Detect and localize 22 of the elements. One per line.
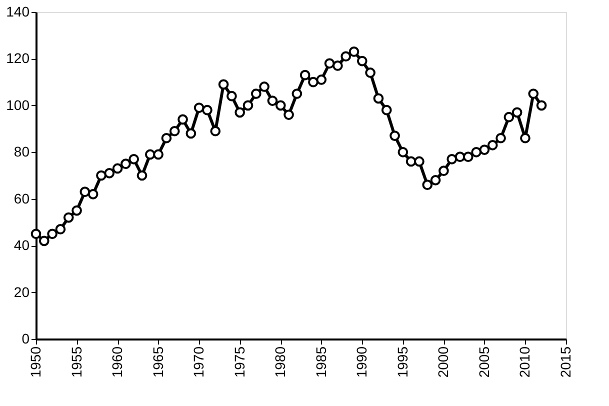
y-tick-label: 20 [14, 284, 30, 300]
x-tick-label: 2015 [558, 346, 574, 378]
x-tick-label: 2010 [516, 346, 533, 378]
x-tick-label: 1975 [231, 346, 248, 378]
x-tick-label: 1955 [68, 346, 84, 378]
y-tick-label: 80 [14, 144, 30, 160]
y-tick-label: 140 [6, 4, 30, 20]
y-tick-label: 60 [14, 190, 30, 206]
x-tick-label: 2000 [435, 346, 452, 378]
x-tick-label: 1990 [354, 346, 370, 378]
x-tick-label: 1960 [109, 346, 126, 378]
x-tick-label: 1965 [150, 346, 166, 378]
y-tick-label: 120 [6, 50, 30, 66]
x-tick-label: 1950 [28, 346, 44, 378]
x-tick-label: 1980 [272, 346, 288, 378]
y-tick-label: 100 [6, 96, 30, 113]
y-tick-label: 40 [14, 237, 30, 254]
x-tick-label: 1985 [312, 346, 329, 378]
y-tick-label: 0 [22, 330, 30, 346]
x-tick-label: 1995 [394, 346, 410, 378]
x-tick-label: 2005 [476, 346, 492, 378]
x-tick-label: 1970 [190, 346, 207, 378]
